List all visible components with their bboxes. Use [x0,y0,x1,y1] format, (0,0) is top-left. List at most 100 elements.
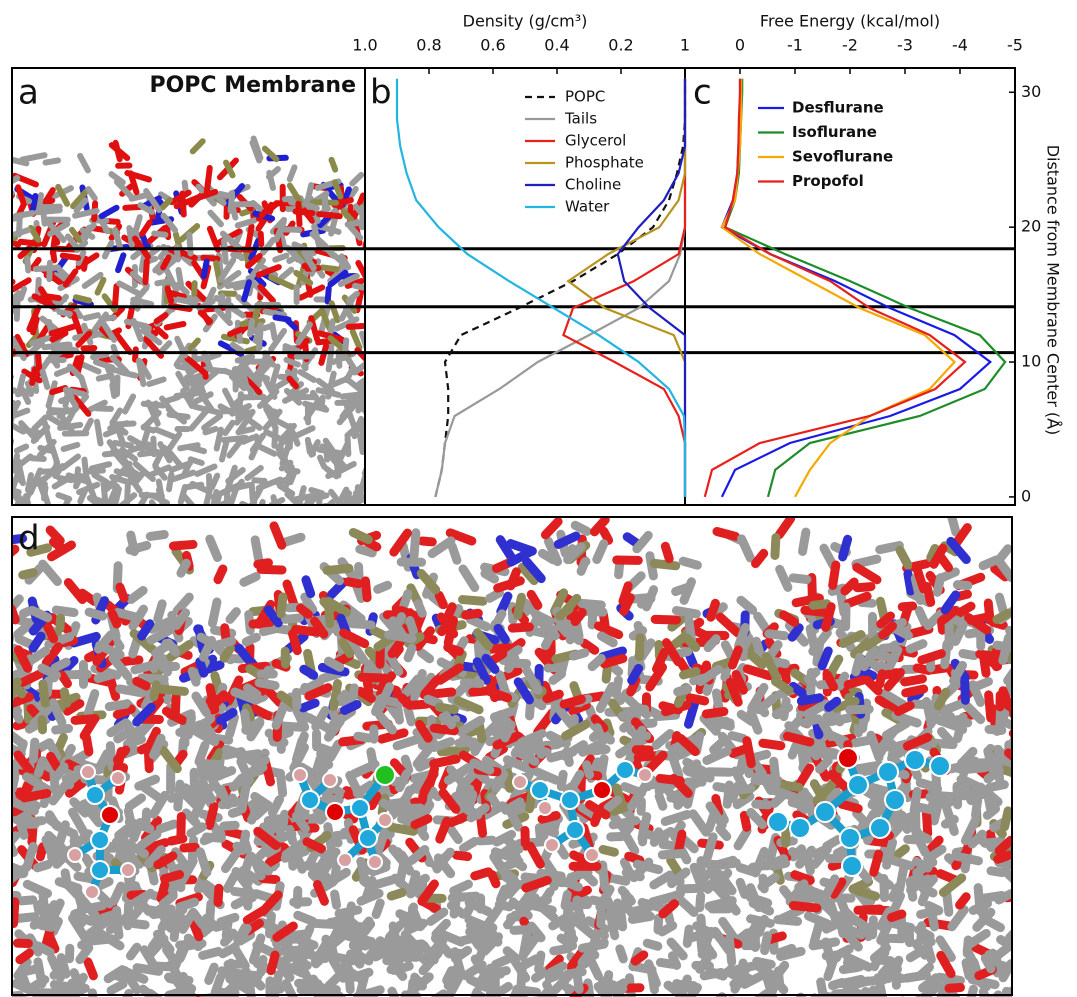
atom-stick [99,376,112,379]
atom-stick [1017,675,1039,678]
x-tick-label: 0.2 [608,36,633,55]
atom-stick [894,849,905,858]
atom-stick [815,849,826,854]
atom-stick [480,840,492,841]
atom-stick [957,786,958,805]
atom-stick [299,860,303,869]
atom-stick [225,853,236,868]
atom-stick [0,282,13,298]
atom-stick [258,563,269,565]
atom-stick [150,534,164,536]
atom-stick [290,829,293,841]
atom-stick [906,975,926,978]
atom-stick [662,926,673,932]
atom-stick [274,526,282,545]
atom-stick [582,603,601,605]
atom-stick [325,955,346,959]
atom-stick [571,873,588,878]
atom-stick [21,514,37,515]
atom-stick [352,175,361,184]
atom [566,821,584,839]
atom-stick [693,814,706,832]
atom-stick [120,587,124,598]
atom-stick [0,279,9,287]
atom-stick [32,458,44,459]
series-line [435,79,685,497]
atom-stick [587,765,590,775]
atom-stick [86,738,88,752]
atom-stick [3,238,10,258]
atom-stick [121,372,135,375]
atom-stick [85,228,89,238]
atom-stick [439,595,443,604]
atom-stick [259,683,275,686]
atom-stick [54,972,64,976]
atom [768,812,788,832]
atom-stick [135,349,136,359]
atom-stick [960,897,967,905]
atom-stick [725,645,732,658]
atom-stick [668,877,680,882]
atom-stick [391,893,402,896]
atom-stick [247,468,260,478]
panel-label: d [18,519,40,559]
atom-stick [0,954,6,959]
atom-stick [201,313,210,322]
atom-stick [512,627,529,628]
atom-stick [6,779,11,799]
atom-stick [452,896,476,898]
x-tick-label: 1.0 [352,36,377,55]
atom-stick [892,914,902,917]
atom-stick [968,933,986,945]
atom-stick [360,549,373,553]
atom-stick [711,603,716,617]
atom-stick [517,989,537,992]
atom-stick [210,213,220,225]
series-line [722,79,990,497]
atom-stick [24,979,28,988]
atom-stick [184,496,195,508]
atom-stick [575,525,587,531]
atom-stick [287,584,294,604]
atom [616,761,634,779]
atom-stick [647,943,658,946]
atom-stick [276,950,296,951]
atom-stick [665,546,669,558]
atom-stick [348,582,359,584]
atom-stick [88,962,94,976]
atom-stick [843,539,848,557]
atom-stick [1014,741,1015,751]
legend-label: Phosphate [565,154,644,172]
atom-stick [355,509,361,531]
atom-stick [56,610,74,613]
atom-stick [998,855,1010,859]
atom-stick [997,613,1008,619]
atom-stick [319,390,339,395]
atom-stick [56,767,64,777]
atom-stick [827,675,833,687]
atom [301,791,319,809]
atom-stick [148,750,149,768]
atom-stick [747,741,751,764]
atom-stick [741,600,753,610]
atom-stick [280,486,292,494]
atom-stick [972,980,995,985]
atom-stick [65,873,67,885]
atom-stick [523,959,536,966]
atom-stick [16,213,33,216]
atom-stick [114,886,121,901]
atom-stick [203,951,219,955]
atom-stick [134,924,145,925]
atom-stick [55,662,66,668]
atom-stick [561,774,563,786]
atom-stick [287,470,297,471]
atom-stick [716,693,718,707]
atom-stick [0,658,5,668]
atom-stick [597,728,603,742]
atom-stick [98,280,104,293]
atom-stick [193,141,203,151]
atom-stick [137,681,147,686]
atom-stick [215,641,232,646]
atom-stick [281,597,283,614]
atom-stick [971,617,986,620]
